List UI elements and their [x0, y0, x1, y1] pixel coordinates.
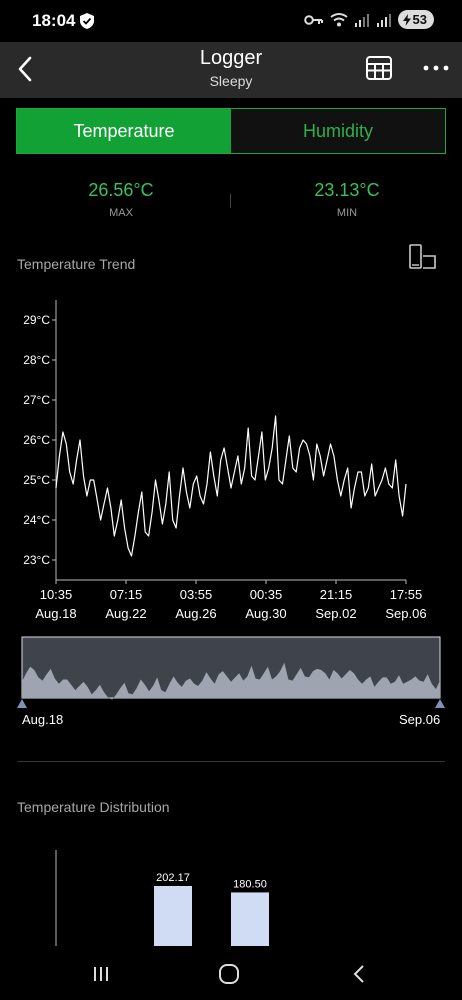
y-tick-label: 23°C — [23, 553, 50, 567]
stat-divider — [230, 194, 231, 208]
x-tick-date: Aug.26 — [175, 606, 216, 621]
min-stat: 23.13°C MIN — [267, 180, 427, 219]
trend-title: Temperature Trend — [17, 256, 136, 272]
range-end-label: Sep.06 — [399, 712, 441, 727]
table-view-button[interactable] — [365, 54, 393, 82]
x-tick-time: 07:15 — [110, 587, 143, 602]
x-tick-date: Aug.18 — [35, 606, 76, 621]
max-value: 26.56°C — [88, 180, 154, 200]
status-bar: 18:04 53 — [0, 0, 462, 42]
x-tick-date: Sep.06 — [385, 606, 426, 621]
battery-indicator: 53 — [397, 10, 434, 29]
distribution-bar-label: 180.50 — [233, 878, 267, 890]
x-tick-date: Sep.02 — [315, 606, 356, 621]
distribution-bar-label: 202.17 — [156, 872, 190, 884]
max-label: MAX — [109, 207, 133, 219]
y-tick-label: 27°C — [23, 393, 50, 407]
back-button[interactable] — [10, 52, 40, 86]
x-tick-time: 21:15 — [320, 587, 353, 602]
tab-bar: Temperature Humidity — [16, 108, 446, 154]
y-tick-label: 28°C — [23, 353, 50, 367]
x-tick-date: Aug.22 — [105, 606, 146, 621]
x-tick-time: 17:55 — [390, 587, 423, 602]
min-value: 23.13°C — [314, 180, 380, 200]
x-tick-time: 00:35 — [250, 587, 283, 602]
status-icons: 53 — [303, 10, 434, 29]
x-tick-time: 10:35 — [40, 587, 73, 602]
x-tick-date: Aug.30 — [245, 606, 286, 621]
tab-temperature[interactable]: Temperature — [17, 109, 231, 153]
y-tick-label: 26°C — [23, 433, 50, 447]
range-handle-left — [17, 699, 27, 708]
y-tick-label: 25°C — [23, 473, 50, 487]
y-tick-label: 24°C — [23, 513, 50, 527]
home-icon — [219, 964, 239, 984]
tab-humidity[interactable]: Humidity — [231, 109, 445, 153]
key-icon — [303, 14, 323, 25]
shield-icon — [80, 13, 94, 29]
temperature-distribution-chart: 202.17 180.50 — [55, 850, 269, 946]
wifi-icon — [329, 12, 348, 26]
back-icon — [353, 965, 364, 983]
page-subtitle: Sleepy — [209, 73, 253, 89]
rotate-screen-icon[interactable] — [408, 244, 438, 270]
distribution-bar — [231, 892, 269, 946]
page-title: Logger — [199, 47, 263, 69]
nav-back-button[interactable] — [344, 960, 374, 988]
app-header: Logger Sleepy — [0, 42, 462, 98]
range-handle-right — [435, 699, 445, 708]
max-stat: 26.56°C MAX — [41, 180, 201, 219]
y-tick-label: 29°C — [23, 313, 50, 327]
charging-icon — [402, 13, 411, 26]
range-start-label: Aug.18 — [22, 712, 64, 727]
recent-apps-icon — [94, 967, 108, 981]
range-selector[interactable] — [0, 630, 462, 715]
status-time: 18:04 — [32, 11, 76, 30]
system-nav-bar — [0, 946, 462, 1000]
distribution-title: Temperature Distribution — [17, 799, 170, 815]
signal-icon-2 — [376, 13, 391, 27]
recent-apps-button[interactable] — [86, 960, 116, 988]
battery-level: 53 — [412, 12, 427, 27]
section-divider — [17, 761, 445, 762]
home-button[interactable] — [214, 960, 244, 988]
min-label: MIN — [336, 207, 358, 219]
temperature-series-line — [55, 415, 407, 557]
chevron-left-icon — [18, 56, 32, 82]
distribution-bar — [154, 886, 192, 946]
temperature-trend-chart[interactable]: 29°C 28°C 27°C 26°C 25°C 24°C 23°C 10:35 Aug.18 0… — [0, 290, 462, 630]
more-options-button[interactable] — [420, 54, 452, 82]
signal-icon — [354, 13, 369, 27]
x-tick-time: 03:55 — [180, 587, 213, 602]
range-overview-area — [22, 662, 440, 700]
